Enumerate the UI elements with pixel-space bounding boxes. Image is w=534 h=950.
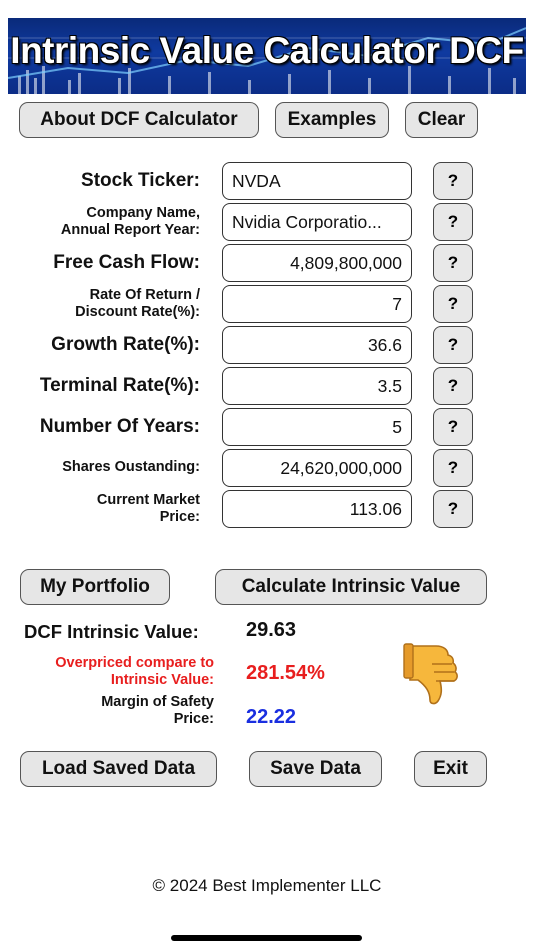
company-name-help-button[interactable]: ? bbox=[433, 203, 473, 241]
clear-button[interactable]: Clear bbox=[405, 102, 478, 138]
growth-rate-label: Growth Rate(%): bbox=[51, 334, 200, 355]
discount-rate-help-button[interactable]: ? bbox=[433, 285, 473, 323]
number-of-years-help-button[interactable]: ? bbox=[433, 408, 473, 446]
about-button[interactable]: About DCF Calculator bbox=[19, 102, 259, 138]
current-price-label: Current Market Price: bbox=[96, 492, 200, 525]
terminal-rate-help-button[interactable]: ? bbox=[433, 367, 473, 405]
overpriced-value: 281.54% bbox=[246, 662, 325, 684]
shares-outstanding-help-button[interactable]: ? bbox=[433, 449, 473, 487]
home-indicator[interactable] bbox=[171, 935, 362, 941]
discount-rate-input[interactable]: 7 bbox=[222, 285, 412, 323]
copyright-footer: © 2024 Best Implementer LLC bbox=[152, 876, 382, 895]
thumbs-down-icon bbox=[403, 643, 458, 705]
shares-outstanding-input[interactable]: 24,620,000,000 bbox=[222, 449, 412, 487]
exit-button[interactable]: Exit bbox=[414, 751, 487, 787]
terminal-rate-input[interactable]: 3.5 bbox=[222, 367, 412, 405]
free-cash-flow-input[interactable]: 4,809,800,000 bbox=[222, 244, 412, 282]
calculate-button[interactable]: Calculate Intrinsic Value bbox=[215, 569, 487, 605]
current-price-help-button[interactable]: ? bbox=[433, 490, 473, 528]
company-name-label: Company Name, Annual Report Year: bbox=[60, 205, 200, 238]
number-of-years-input[interactable]: 5 bbox=[222, 408, 412, 446]
stock-ticker-input[interactable]: NVDA bbox=[222, 162, 412, 200]
discount-rate-label: Rate Of Return / Discount Rate(%): bbox=[75, 287, 200, 320]
company-name-input[interactable]: Nvidia Corporatio... bbox=[222, 203, 412, 241]
my-portfolio-button[interactable]: My Portfolio bbox=[20, 569, 170, 605]
app-title: Intrinsic Value Calculator DCF bbox=[10, 30, 524, 71]
shares-outstanding-label: Shares Oustanding: bbox=[62, 459, 200, 475]
current-price-input[interactable]: 113.06 bbox=[222, 490, 412, 528]
terminal-rate-label: Terminal Rate(%): bbox=[39, 375, 200, 396]
stock-ticker-help-button[interactable]: ? bbox=[433, 162, 473, 200]
free-cash-flow-help-button[interactable]: ? bbox=[433, 244, 473, 282]
free-cash-flow-label: Free Cash Flow: bbox=[53, 252, 200, 273]
number-of-years-label: Number Of Years: bbox=[39, 416, 200, 437]
margin-of-safety-label: Margin of Safety Price: bbox=[101, 694, 214, 727]
intrinsic-value: 29.63 bbox=[246, 619, 297, 641]
growth-rate-help-button[interactable]: ? bbox=[433, 326, 473, 364]
growth-rate-input[interactable]: 36.6 bbox=[222, 326, 412, 364]
load-saved-data-button[interactable]: Load Saved Data bbox=[20, 751, 217, 787]
stock-chart-background bbox=[8, 27, 526, 94]
overpriced-label: Overpriced compare to Intrinsic Value: bbox=[55, 655, 214, 688]
header-banner: Intrinsic Value Calculator DCF bbox=[8, 18, 526, 94]
save-data-button[interactable]: Save Data bbox=[249, 751, 382, 787]
examples-button[interactable]: Examples bbox=[275, 102, 389, 138]
margin-of-safety-value: 22.22 bbox=[246, 706, 297, 728]
stock-ticker-label: Stock Ticker: bbox=[81, 170, 200, 191]
intrinsic-value-label: DCF Intrinsic Value: bbox=[24, 621, 199, 642]
